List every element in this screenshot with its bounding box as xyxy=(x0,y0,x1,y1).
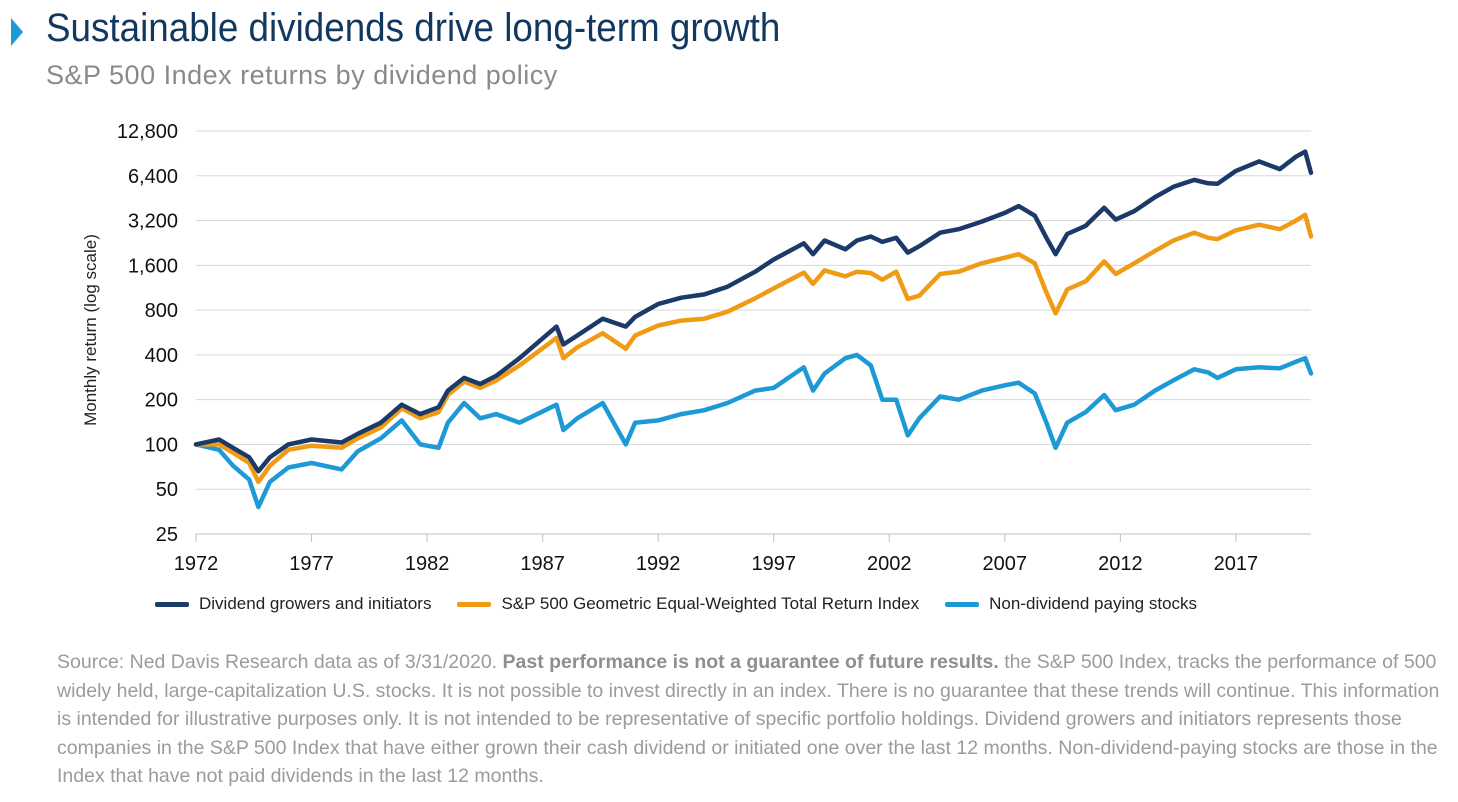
axes: 25 50 100 200 400 800 1,600 3,200 6,400 12,800 197… xyxy=(117,121,1311,575)
y-tick-label: 12,800 xyxy=(117,121,178,143)
footnote-disclaimer: Past performance is not a guarantee of f… xyxy=(502,651,999,673)
legend-swatch xyxy=(457,601,492,607)
y-axis-label: Monthly return (log scale) xyxy=(81,234,100,426)
legend-label: Dividend growers and initiators xyxy=(199,594,432,613)
line-chart: 25 50 100 200 400 800 1,600 3,200 6,400 12,800 197… xyxy=(81,121,1314,575)
title-marker-icon xyxy=(11,18,23,46)
footnote-body: the S&P 500 Index, tracks the performanc… xyxy=(57,651,1440,787)
x-tick-label: 2012 xyxy=(1098,553,1143,575)
y-tick-label: 3,200 xyxy=(128,211,178,233)
footnote: Source: Ned Davis Research data as of 3/… xyxy=(57,648,1447,791)
legend-item-dividend-growers: Dividend growers and initiators xyxy=(155,594,431,614)
x-tick-label: 2007 xyxy=(983,553,1028,575)
x-tick-label: 2002 xyxy=(867,553,912,575)
footnote-source: Source: Ned Davis Research data as of 3/… xyxy=(57,651,503,673)
x-tick-label: 1987 xyxy=(520,553,565,575)
legend-label: S&P 500 Geometric Equal-Weighted Total R… xyxy=(501,594,920,613)
legend-item-equal-weighted: S&P 500 Geometric Equal-Weighted Total R… xyxy=(457,594,919,614)
y-tick-label: 800 xyxy=(145,300,178,322)
legend-swatch xyxy=(155,601,189,607)
x-tick-label: 1977 xyxy=(289,553,334,575)
x-tick-label: 2017 xyxy=(1214,553,1259,575)
page-subtitle: S&P 500 Index returns by dividend policy xyxy=(46,60,558,90)
series-line-2 xyxy=(193,352,1314,510)
series-line-1 xyxy=(193,212,1314,485)
series-line-0 xyxy=(193,149,1314,474)
series-lines xyxy=(193,149,1314,510)
legend-item-non-dividend: Non-dividend paying stocks xyxy=(945,594,1197,614)
y-tick-label: 50 xyxy=(156,479,178,501)
x-tick-label: 1972 xyxy=(174,553,219,575)
legend-swatch xyxy=(945,601,980,607)
x-tick-label: 1992 xyxy=(636,553,681,575)
chart-legend: Dividend growers and initiators S&P 500 … xyxy=(155,594,1197,614)
legend-label: Non-dividend paying stocks xyxy=(989,594,1198,613)
y-tick-label: 100 xyxy=(145,434,178,456)
y-tick-label: 6,400 xyxy=(128,166,178,188)
grid-lines xyxy=(196,130,1311,535)
x-tick-label: 1997 xyxy=(751,553,796,575)
x-tick-label: 1982 xyxy=(405,553,450,575)
y-tick-label: 25 xyxy=(156,524,178,546)
y-tick-label: 200 xyxy=(145,390,178,412)
y-tick-label: 1,600 xyxy=(128,255,178,277)
page-title: Sustainable dividends drive long-term gr… xyxy=(46,6,781,50)
y-tick-label: 400 xyxy=(145,345,178,367)
